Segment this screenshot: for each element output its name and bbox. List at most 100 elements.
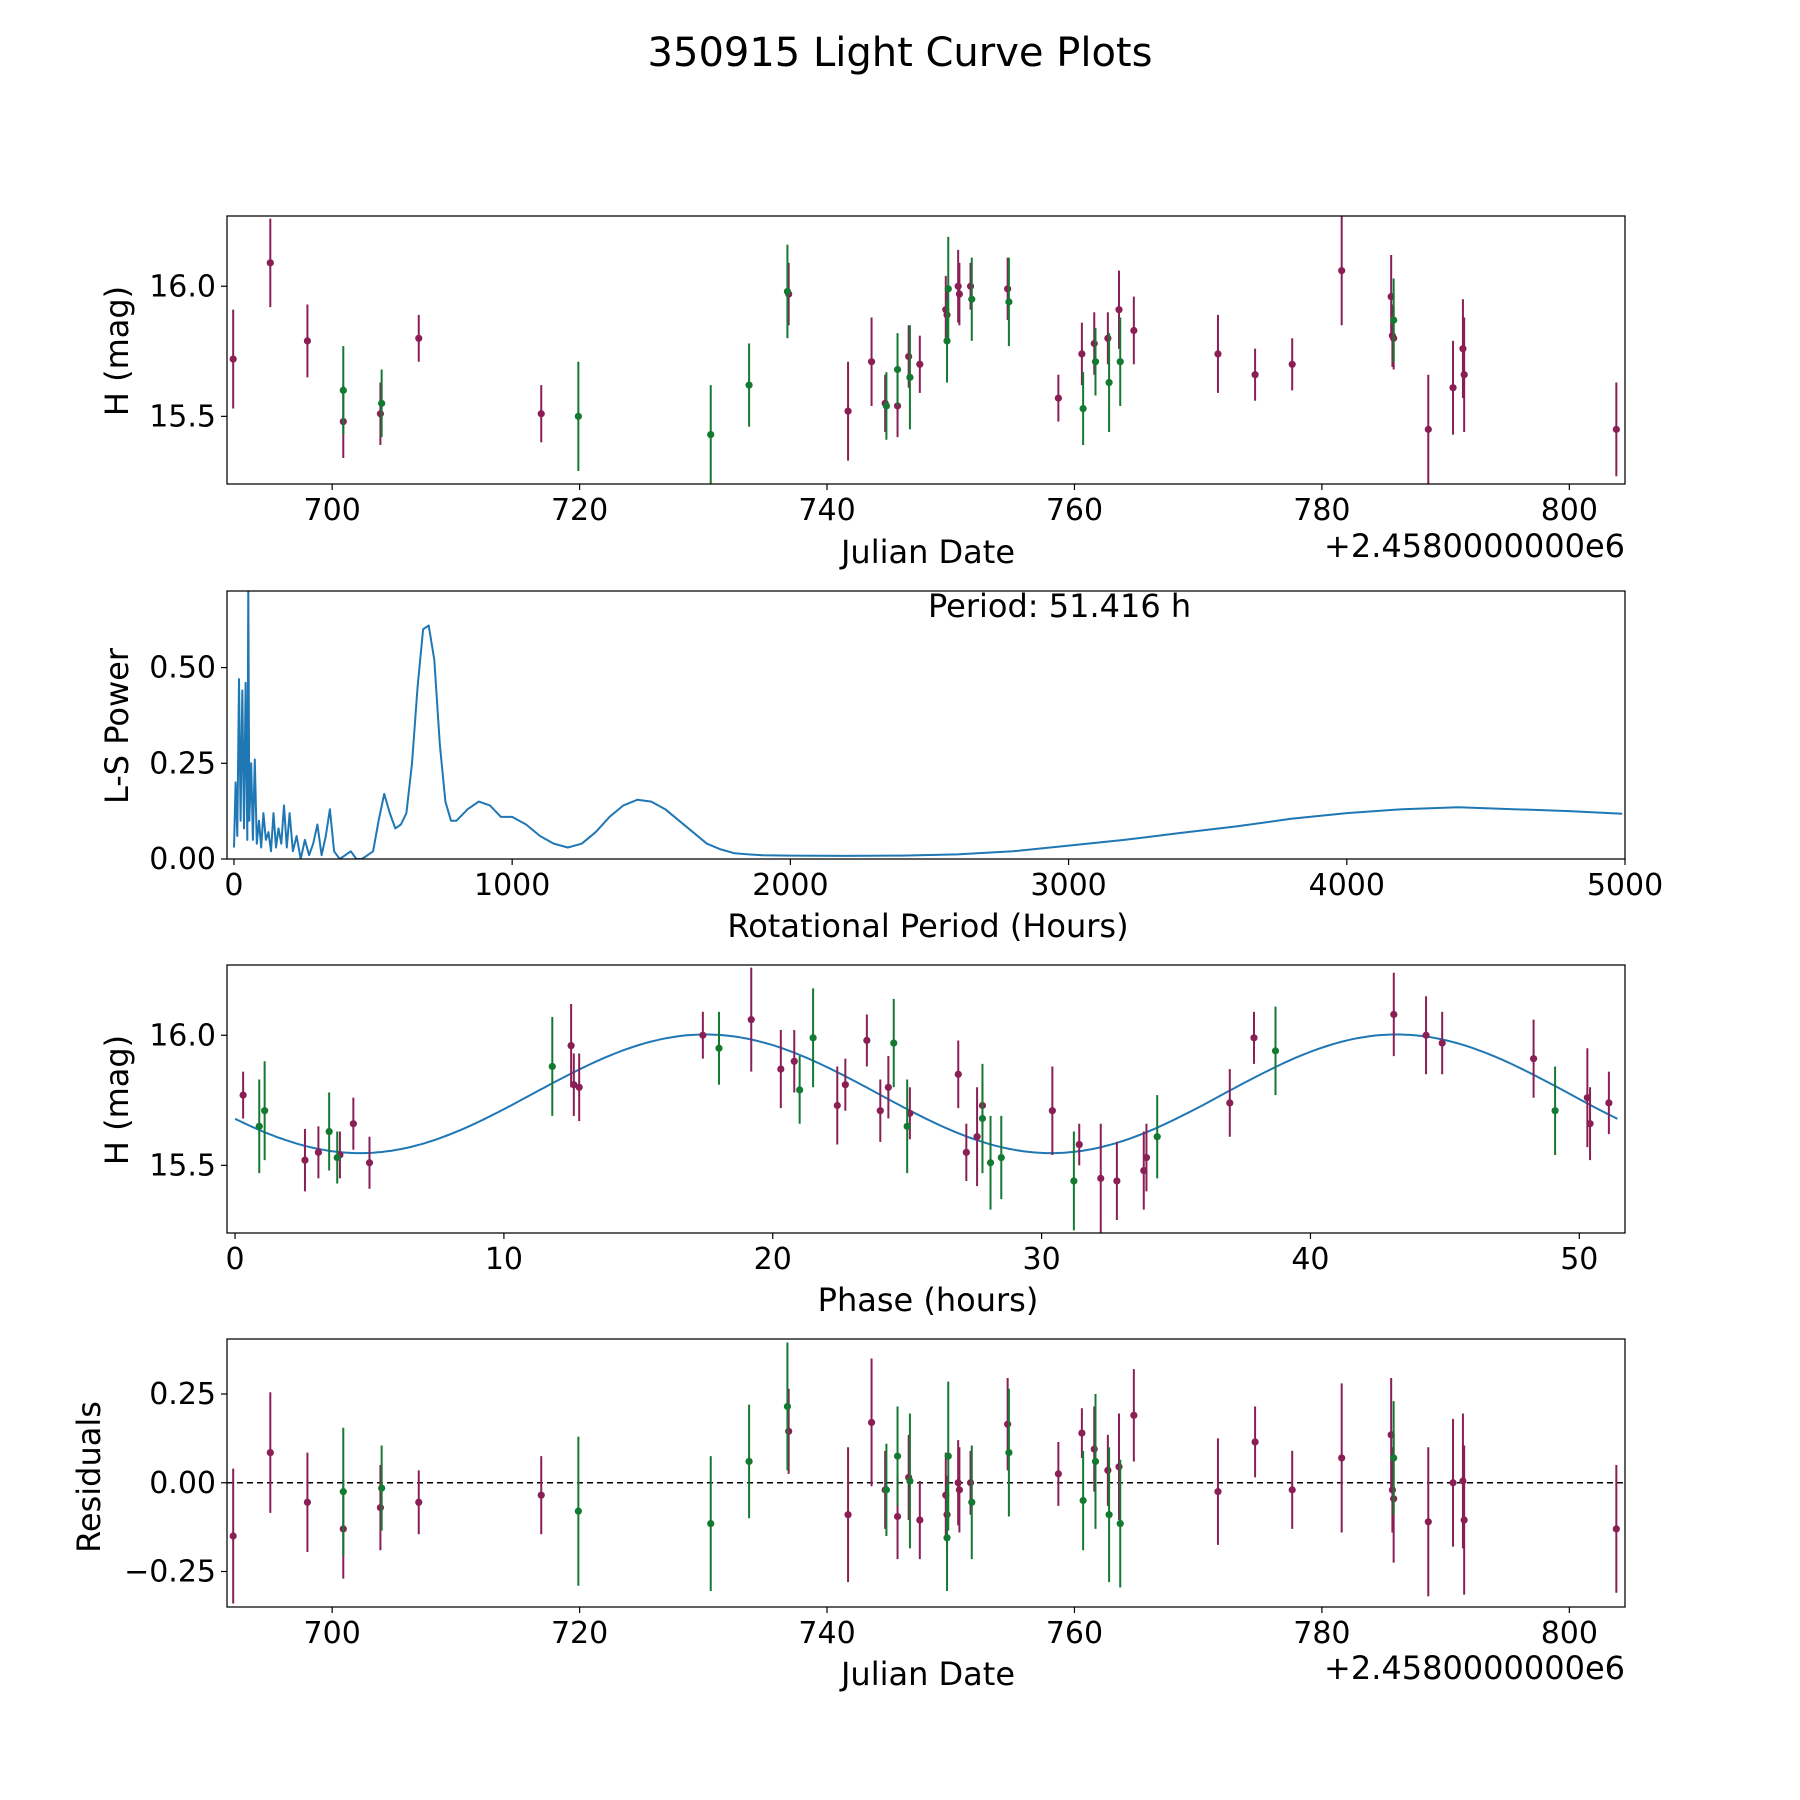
y-tick-label: 16.0 [149,1018,216,1053]
x-tick-label: 1000 [474,868,550,903]
data-point-g [893,1452,902,1460]
x-tick-label: 50 [1560,1242,1598,1277]
x-tick-label: 0 [224,868,243,903]
data-point-r [1288,1486,1296,1494]
data-point-r [1288,360,1296,368]
data-point-g [903,1122,911,1130]
data-point-g [1091,1457,1100,1466]
data-point-r [844,1511,852,1519]
y-tick-label: 0.00 [149,1466,216,1501]
data-point-r [1130,1411,1138,1419]
data-point-r [1251,1438,1259,1446]
data-point-g [1116,358,1124,366]
data-point-r [966,282,975,290]
y-tick-label: 0.25 [149,746,216,781]
x-tick-label: 700 [304,493,361,528]
data-point-r [266,259,274,267]
data-point-g [1091,358,1100,366]
x-tick-label: 30 [1023,1242,1061,1277]
data-point-r [747,1016,755,1024]
periodogram-panel: Rotational Period (Hours) L-S Power Peri… [98,587,1663,945]
phased-panel: Phase (hours) H (mag) 0 10 20 30 40 50 15.5 16.… [98,964,1626,1319]
data-point-g [906,1477,914,1485]
data-point-r [1459,345,1467,353]
data-point-g [1079,404,1087,413]
data-point-g [574,1507,582,1515]
data-point-r [893,1512,902,1521]
data-point-g [968,295,976,303]
lightcurve-plot-area [229,216,1620,484]
data-point-g [796,1086,804,1094]
data-point-r [884,1083,892,1091]
data-point-r [1115,1463,1123,1471]
data-point-r [1130,326,1138,335]
data-point-r [1078,350,1086,358]
data-point-r [376,410,385,418]
data-point-r [575,1083,583,1091]
data-point-r [1115,306,1123,314]
data-point-r [1054,1470,1062,1478]
y-tick-label: −0.25 [124,1555,216,1590]
data-point-r [916,1516,924,1524]
periodogram-plot-area [233,591,1623,859]
data-point-r [1338,1454,1346,1462]
lightcurve-xlabel: Julian Date [839,533,1015,571]
y-tick-label: 15.5 [149,399,216,434]
period-annotation: Period: 51.416 h [928,587,1191,625]
data-point-g [1005,298,1013,306]
data-point-r [1226,1099,1234,1107]
data-point-r [954,1479,962,1487]
model-fit-curve [234,1033,1618,1155]
data-point-r [699,1031,707,1039]
data-point-r [844,407,852,415]
data-point-r [785,1427,793,1435]
data-point-r [1460,1516,1468,1524]
data-point-r [1388,1486,1397,1494]
residuals-offset-text: +2.4580000000e6 [1324,1649,1625,1687]
data-point-g [997,1153,1005,1162]
x-tick-label: 4000 [1309,868,1385,903]
data-point-g [548,1062,556,1071]
lightcurve-ylabel: H (mag) [98,286,136,416]
data-point-r [415,334,423,342]
data-point-r [376,1504,385,1512]
data-point-g [944,285,952,293]
data-point-r [314,1148,323,1156]
data-point-g [715,1044,723,1052]
data-point-r [1214,350,1222,358]
data-point-r [229,355,237,363]
data-point-g [1271,1047,1280,1055]
data-point-g [943,337,951,345]
data-point-r [349,1120,357,1128]
data-point-r [1251,371,1259,379]
data-point-r [955,290,964,298]
data-point-r [1390,1010,1398,1019]
residuals-xlabel: Julian Date [839,1655,1015,1693]
data-point-g [906,373,914,381]
data-point-r [1449,1479,1457,1487]
data-point-g [339,386,347,394]
data-point-r [1097,1174,1105,1182]
figure-title: 350915 Light Curve Plots [648,30,1153,76]
data-point-r [1113,1177,1121,1185]
data-point-r [1459,1477,1467,1485]
x-tick-label: 3000 [1030,868,1106,903]
data-point-g [1551,1107,1559,1115]
data-point-g [707,1519,715,1528]
phased-plot-area [234,967,1618,1233]
data-point-r [962,1148,970,1156]
y-tick-label: 15.5 [149,1148,216,1183]
periodogram-ylabel: L-S Power [98,647,136,804]
data-point-g [783,1402,792,1411]
data-point-r [1449,384,1457,392]
data-point-g [809,1034,817,1042]
lightcurve-offset-text: +2.4580000000e6 [1324,527,1625,565]
data-point-r [916,360,924,368]
data-point-r [1075,1140,1083,1149]
data-point-r [1438,1039,1446,1047]
x-tick-label: 760 [1046,1616,1103,1651]
data-point-r [303,1498,312,1506]
data-point-r [1424,425,1432,433]
x-tick-label: 740 [798,1616,855,1651]
x-tick-label: 2000 [752,868,828,903]
